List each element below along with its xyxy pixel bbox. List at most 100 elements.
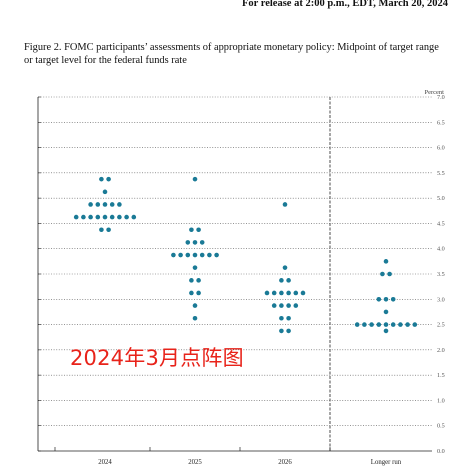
participant-dot (214, 252, 219, 258)
participant-dot (286, 315, 291, 321)
participant-dot (412, 322, 418, 327)
participant-dot (279, 303, 284, 308)
participant-dot (390, 322, 396, 327)
participant-dot (293, 290, 299, 296)
participant-dot (286, 278, 291, 283)
x-category-label: Longer run (371, 459, 402, 466)
participant-dot (199, 252, 205, 258)
y-tick-label: 3.0 (437, 296, 445, 303)
participant-dot (383, 322, 389, 327)
participant-dot (282, 265, 288, 270)
y-tick-label: 0.0 (437, 448, 445, 455)
participant-dots (73, 176, 418, 334)
x-category-label: 2026 (278, 459, 292, 466)
participant-dot (102, 214, 108, 220)
participant-dot (185, 252, 191, 258)
x-category-label: 2025 (188, 459, 202, 466)
participant-dot (102, 189, 108, 195)
participant-dot (81, 214, 86, 220)
participant-dot (178, 252, 183, 258)
participant-dot (380, 271, 385, 277)
overlay-annotation: 2024年3月点阵图 (70, 346, 244, 370)
participant-dot (88, 202, 93, 207)
y-tick-label: 5.0 (437, 195, 445, 202)
participant-dot (192, 303, 198, 308)
participant-dot (95, 202, 101, 207)
participant-dot (192, 315, 198, 321)
participant-dot (106, 227, 111, 233)
y-tick-label: 2.0 (437, 347, 445, 354)
participant-dot (196, 227, 201, 233)
participant-dot (354, 322, 360, 327)
participant-dot (207, 252, 212, 258)
participant-dot (192, 176, 198, 182)
participant-dot (189, 227, 194, 233)
participant-dot (102, 202, 108, 207)
y-tick-label: 4.0 (437, 246, 445, 253)
participant-dot (279, 278, 284, 283)
participant-dot (271, 290, 277, 296)
participant-dot (117, 202, 122, 207)
participant-dot (199, 240, 205, 245)
y-tick-label: 4.5 (437, 220, 445, 227)
participant-dot (124, 214, 129, 220)
y-tick-label: 6.0 (437, 145, 445, 152)
participant-dot (282, 202, 288, 207)
x-category-labels: 2024 2025 2026 Longer run (98, 459, 402, 466)
participant-dot (398, 322, 403, 327)
participant-dot (279, 315, 284, 321)
participant-dot (383, 259, 389, 264)
participant-dot (376, 296, 382, 302)
participant-dot (196, 290, 201, 296)
participant-dot (88, 214, 93, 220)
participant-dot (286, 328, 291, 334)
participant-dot (362, 322, 367, 327)
participant-dot (286, 303, 291, 308)
participant-dot (73, 214, 79, 220)
participant-dot (383, 309, 389, 315)
participant-dot (109, 202, 115, 207)
participant-dot (376, 322, 382, 327)
participant-dot (383, 296, 389, 302)
x-category-label: 2024 (98, 459, 112, 466)
participant-dot (405, 322, 410, 327)
participant-dot (185, 240, 191, 245)
participant-dot (95, 214, 101, 220)
participant-dot (279, 290, 284, 296)
participant-dot (192, 252, 198, 258)
y-tick-labels: 0.0 0.5 1.0 1.5 2.0 2.5 3.0 3.5 4.0 4.5 5.0 5.5 6.0 6… (437, 94, 445, 455)
y-tick-label: 7.0 (437, 94, 445, 101)
participant-dot (192, 240, 198, 245)
participant-dot (192, 265, 198, 270)
participant-dot (109, 214, 115, 220)
participant-dot (171, 252, 176, 258)
y-tick-label: 5.5 (437, 170, 445, 177)
participant-dot (117, 214, 122, 220)
participant-dot (286, 290, 291, 296)
y-tick-label: 1.5 (437, 372, 445, 379)
participant-dot (264, 290, 270, 296)
participant-dot (383, 328, 389, 334)
y-tick-label: 6.5 (437, 119, 445, 126)
grid-lines (38, 96, 432, 427)
y-tick-label: 2.5 (437, 322, 445, 329)
participant-dot (369, 322, 374, 327)
participant-dot (271, 303, 277, 308)
participant-dot (106, 176, 111, 182)
participant-dot (189, 278, 194, 283)
y-axis-label: Percent (425, 89, 445, 96)
participant-dot (189, 290, 194, 296)
participant-dot (390, 296, 396, 302)
figure-caption: Figure 2. FOMC participants’ assessments… (24, 42, 439, 66)
y-tick-label: 1.0 (437, 397, 445, 404)
participant-dot (300, 290, 306, 296)
participant-dot (293, 303, 299, 308)
participant-dot (99, 227, 104, 233)
y-tick-label: 0.5 (437, 423, 445, 430)
axis-frame (37, 96, 432, 452)
participant-dot (131, 214, 137, 220)
participant-dot (387, 271, 392, 277)
participant-dot (279, 328, 284, 334)
participant-dot (196, 278, 201, 283)
